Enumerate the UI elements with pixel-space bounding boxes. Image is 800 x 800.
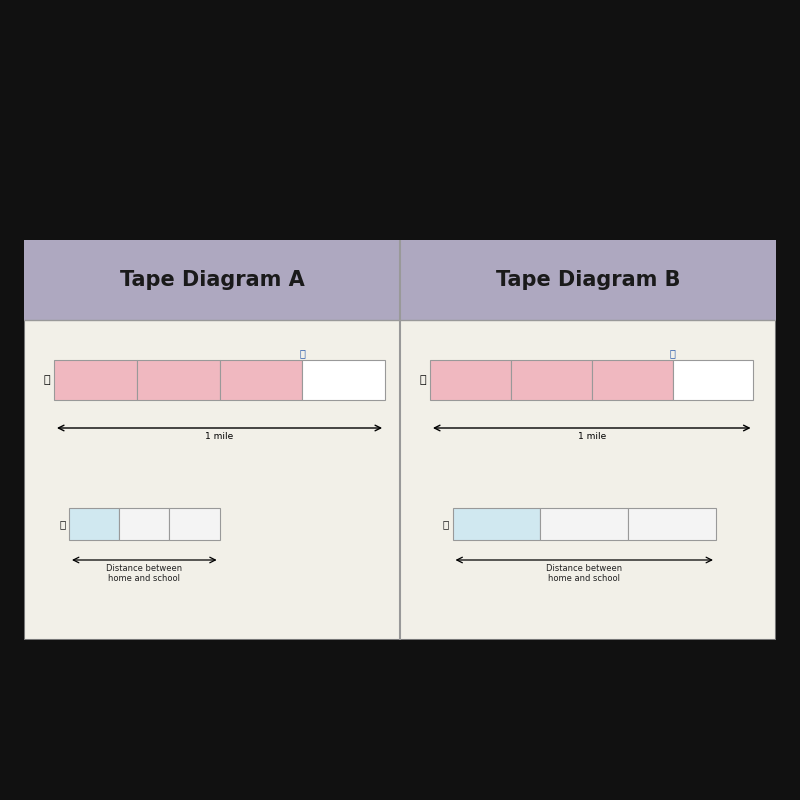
Text: Tape Diagram B: Tape Diagram B [496, 270, 680, 290]
Text: 🏃: 🏃 [442, 519, 449, 529]
Text: 🧍: 🧍 [299, 348, 305, 358]
Bar [540, 508, 628, 540]
Bar [400, 240, 776, 320]
Text: 🏃: 🏃 [59, 519, 66, 529]
Bar [24, 240, 400, 320]
Bar [430, 360, 511, 400]
Bar [302, 360, 385, 400]
Bar [511, 360, 592, 400]
Bar [54, 360, 137, 400]
Bar [592, 360, 673, 400]
Text: 1 mile: 1 mile [578, 432, 606, 441]
Text: Distance between
home and school: Distance between home and school [546, 564, 622, 583]
Text: 🏡: 🏡 [420, 375, 426, 385]
Bar [170, 508, 219, 540]
Text: 🧍: 🧍 [670, 348, 675, 358]
Text: 🏡: 🏡 [44, 375, 50, 385]
Bar [119, 508, 170, 540]
Text: Distance between
home and school: Distance between home and school [106, 564, 182, 583]
Text: 1 mile: 1 mile [206, 432, 234, 441]
Bar [628, 508, 716, 540]
Bar [69, 508, 119, 540]
Bar [219, 360, 302, 400]
Text: Tape Diagram A: Tape Diagram A [120, 270, 304, 290]
Bar [453, 508, 540, 540]
Bar [137, 360, 219, 400]
Bar [673, 360, 754, 400]
